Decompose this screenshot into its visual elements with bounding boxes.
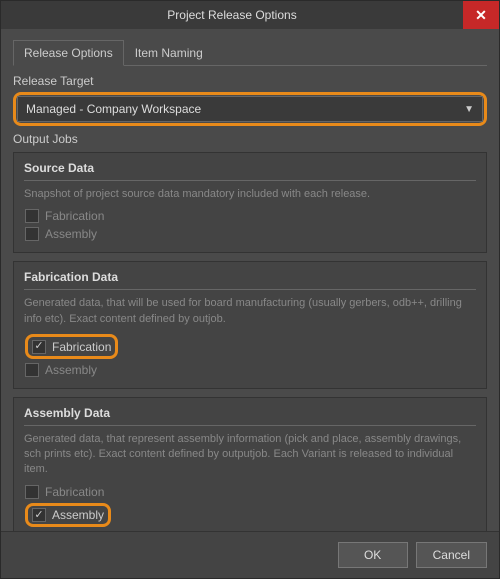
- close-button[interactable]: ✕: [463, 1, 499, 29]
- dialog-content: Release Options Item Naming Release Targ…: [1, 29, 499, 531]
- panel-title-fabrication-data: Fabrication Data: [24, 270, 476, 290]
- tab-item-naming[interactable]: Item Naming: [124, 40, 214, 66]
- checkbox-label: Assembly: [52, 508, 104, 522]
- tabs: Release Options Item Naming: [13, 39, 487, 66]
- panel-title-source-data: Source Data: [24, 161, 476, 181]
- dialog-title: Project Release Options: [1, 8, 463, 22]
- panel-source-data: Source Data Snapshot of project source d…: [13, 152, 487, 253]
- tab-release-options[interactable]: Release Options: [13, 40, 124, 66]
- titlebar: Project Release Options ✕: [1, 1, 499, 29]
- checkbox-label: Fabrication: [45, 209, 104, 223]
- checkbox-label: Assembly: [45, 363, 97, 377]
- panel-desc-fabrication-data: Generated data, that will be used for bo…: [24, 296, 476, 327]
- checkbox-fabrication-assembly[interactable]: [25, 363, 39, 377]
- release-target-label: Release Target: [13, 74, 487, 88]
- release-target-dropdown[interactable]: Managed - Company Workspace ▼: [17, 96, 483, 122]
- checkbox-row: Assembly: [24, 502, 476, 529]
- checkbox-row: Fabrication: [24, 333, 476, 360]
- panel-desc-assembly-data: Generated data, that represent assembly …: [24, 432, 476, 478]
- checkbox-label: Fabrication: [52, 340, 111, 354]
- checkbox-label: Fabrication: [45, 485, 104, 499]
- checkbox-label: Assembly: [45, 227, 97, 241]
- checkbox-row: Assembly: [24, 362, 476, 378]
- dialog-window: Project Release Options ✕ Release Option…: [0, 0, 500, 579]
- checkbox-row: Fabrication: [24, 484, 476, 500]
- checkbox-source-assembly[interactable]: [25, 227, 39, 241]
- panel-desc-source-data: Snapshot of project source data mandator…: [24, 187, 476, 202]
- checkbox-assembly-fabrication[interactable]: [25, 485, 39, 499]
- panel-fabrication-data: Fabrication Data Generated data, that wi…: [13, 261, 487, 388]
- checkbox-fabrication-fabrication[interactable]: [32, 340, 46, 354]
- panel-title-assembly-data: Assembly Data: [24, 406, 476, 426]
- checkbox-row: Assembly: [24, 226, 476, 242]
- dialog-footer: OK Cancel: [1, 531, 499, 578]
- output-jobs-label: Output Jobs: [13, 132, 487, 146]
- release-target-value: Managed - Company Workspace: [26, 102, 201, 116]
- cancel-button[interactable]: Cancel: [416, 542, 487, 568]
- checkbox-row: Fabrication: [24, 208, 476, 224]
- ok-button[interactable]: OK: [338, 542, 408, 568]
- highlight-release-target: Managed - Company Workspace ▼: [13, 92, 487, 126]
- highlight-fabrication-fabrication: Fabrication: [25, 334, 118, 359]
- panel-assembly-data: Assembly Data Generated data, that repre…: [13, 397, 487, 531]
- highlight-assembly-assembly: Assembly: [25, 503, 111, 528]
- checkbox-assembly-assembly[interactable]: [32, 508, 46, 522]
- close-icon: ✕: [475, 7, 487, 24]
- chevron-down-icon: ▼: [464, 104, 474, 115]
- checkbox-source-fabrication[interactable]: [25, 209, 39, 223]
